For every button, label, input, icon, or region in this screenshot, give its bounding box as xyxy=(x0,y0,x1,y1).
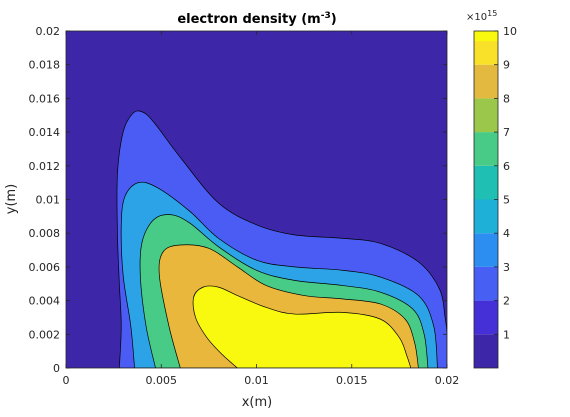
colorbar-band-8 xyxy=(474,98,498,133)
colorbar-scale-label: ×1015 xyxy=(466,9,497,23)
colorbar-tick-label: 9 xyxy=(503,59,510,72)
x-tick-label: 0.01 xyxy=(244,374,269,387)
x-tick-label: 0.02 xyxy=(435,374,460,387)
chart-title-suffix: ) xyxy=(331,12,337,27)
x-axis-label: x(m) xyxy=(242,395,273,410)
x-tick-label: 0 xyxy=(63,374,70,387)
y-tick-label: 0.02 xyxy=(36,25,61,38)
colorbar-tick-label: 3 xyxy=(503,261,510,274)
y-tick-label: 0.008 xyxy=(29,227,61,240)
colorbar-tick-label: 5 xyxy=(503,194,510,207)
chart-title-main: electron density (m xyxy=(177,12,320,27)
y-tick-label: 0.018 xyxy=(29,59,61,72)
chart-title-superscript: -3 xyxy=(321,11,331,21)
y-tick-label: 0.01 xyxy=(36,194,61,207)
contour-region-5 xyxy=(192,285,412,368)
colorbar-tick-label: 2 xyxy=(503,295,510,308)
colorbar-tick-label: 10 xyxy=(503,25,517,38)
y-tick-label: 0.002 xyxy=(29,328,61,341)
y-tick-label: 0.014 xyxy=(29,126,61,139)
y-tick-label: 0.012 xyxy=(29,160,61,173)
colorbar-band-11 xyxy=(474,31,498,42)
x-tick-label: 0.015 xyxy=(336,374,368,387)
colorbar-band-6 xyxy=(474,165,498,200)
y-tick-label: 0.016 xyxy=(29,92,61,105)
colorbar-scale-base: ×10 xyxy=(466,12,487,23)
colorbar-tick-label: 4 xyxy=(503,227,510,240)
contour-regions xyxy=(116,110,447,368)
x-tick-label: 0.005 xyxy=(146,374,178,387)
colorbar-band-4 xyxy=(474,233,498,267)
colorbar-band-7 xyxy=(474,132,498,166)
y-tick-label: 0.006 xyxy=(29,261,61,274)
plot-area: 0 0.005 0.01 0.015 0.02 0 0.002 0.004 0.006 0.008… xyxy=(29,25,460,387)
colorbar-band-2 xyxy=(474,300,498,335)
colorbar-tick-label: 8 xyxy=(503,92,510,105)
colorbar-tick-label: 1 xyxy=(503,328,510,341)
y-axis-label: y(m) xyxy=(4,184,19,215)
colorbar-band-3 xyxy=(474,266,498,301)
colorbar-tick-label: 7 xyxy=(503,126,510,139)
colorbar-band-9 xyxy=(474,64,498,99)
colorbar-band-1 xyxy=(474,334,498,368)
colorbar: 1 2 3 4 5 6 7 8 9 10 xyxy=(473,25,517,369)
colorbar-scale-exponent: 15 xyxy=(487,9,497,18)
y-tick-label: 0 xyxy=(53,362,60,375)
colorbar-tick-label: 6 xyxy=(503,160,510,173)
chart-title: electron density (m-3) xyxy=(177,11,336,27)
colorbar-band-5 xyxy=(474,199,498,234)
y-tick-label: 0.004 xyxy=(29,295,61,308)
